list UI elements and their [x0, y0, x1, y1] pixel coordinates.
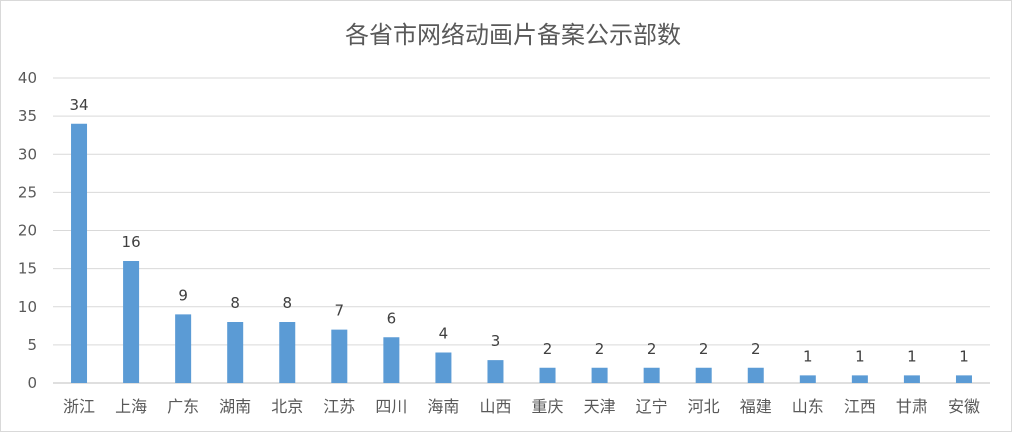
data-label: 3 [491, 332, 501, 350]
data-labels: 34 16 9 8 8 7 6 4 3 2 2 2 2 2 1 1 1 1 [69, 96, 968, 366]
bar [747, 367, 764, 383]
data-label: 2 [699, 340, 709, 358]
y-tick-label: 40 [18, 69, 37, 87]
bar [591, 367, 608, 383]
bar [383, 337, 400, 383]
category-label: 湖南 [219, 397, 251, 416]
bars [71, 123, 972, 383]
category-label: 重庆 [532, 397, 564, 416]
bar [643, 367, 660, 383]
y-tick-label: 5 [27, 336, 37, 354]
category-label: 辽宁 [636, 397, 668, 416]
bar [487, 360, 504, 383]
y-axis-ticks: 0 5 10 15 20 25 30 35 40 [18, 69, 37, 392]
category-label: 山西 [479, 397, 511, 416]
y-tick-label: 25 [18, 183, 37, 201]
x-axis-categories: 浙江 上海 广东 湖南 北京 江苏 四川 海南 山西 重庆 天津 辽宁 河北 福建 山东 江西 甘肃 安徽 [63, 397, 980, 416]
data-label: 8 [230, 294, 240, 312]
y-tick-label: 10 [18, 298, 37, 316]
data-label: 16 [122, 233, 141, 251]
bar [175, 314, 192, 383]
data-label: 1 [907, 347, 917, 365]
bar [331, 329, 348, 383]
category-label: 山东 [792, 397, 824, 416]
data-label: 9 [178, 286, 188, 304]
chart-title: 各省市网络动画片备案公示部数 [345, 21, 681, 49]
bar [903, 375, 920, 383]
data-label: 7 [335, 302, 345, 320]
category-label: 福建 [740, 397, 772, 416]
category-label: 四川 [375, 397, 407, 416]
y-tick-label: 0 [27, 374, 37, 392]
bar [279, 322, 296, 383]
category-label: 江西 [844, 397, 876, 416]
bar [695, 367, 712, 383]
bar [539, 367, 556, 383]
bar [71, 123, 88, 383]
bar [435, 352, 452, 383]
data-label: 1 [855, 347, 865, 365]
category-label: 天津 [584, 397, 616, 416]
data-label: 34 [69, 96, 88, 114]
y-tick-label: 35 [18, 107, 37, 125]
bar [799, 375, 816, 383]
y-tick-label: 30 [18, 145, 37, 163]
category-label: 江苏 [323, 397, 355, 416]
data-label: 1 [959, 347, 969, 365]
data-label: 2 [647, 340, 657, 358]
data-label: 2 [751, 340, 761, 358]
category-label: 河北 [688, 397, 720, 416]
data-label: 1 [803, 347, 813, 365]
bar [851, 375, 868, 383]
data-label: 2 [595, 340, 605, 358]
data-label: 2 [543, 340, 553, 358]
bar [123, 261, 140, 383]
category-label: 安徽 [948, 397, 980, 416]
category-label: 浙江 [63, 397, 95, 416]
data-label: 6 [387, 309, 397, 327]
category-label: 上海 [115, 397, 147, 416]
bar [227, 322, 244, 383]
category-label: 海南 [427, 397, 459, 416]
category-label: 广东 [167, 397, 199, 416]
category-label: 甘肃 [896, 397, 928, 416]
y-tick-label: 20 [18, 222, 37, 240]
data-label: 4 [439, 325, 449, 343]
bar [955, 375, 972, 383]
data-label: 8 [282, 294, 292, 312]
gridlines [53, 77, 990, 384]
y-tick-label: 15 [18, 260, 37, 278]
category-label: 北京 [271, 397, 303, 416]
